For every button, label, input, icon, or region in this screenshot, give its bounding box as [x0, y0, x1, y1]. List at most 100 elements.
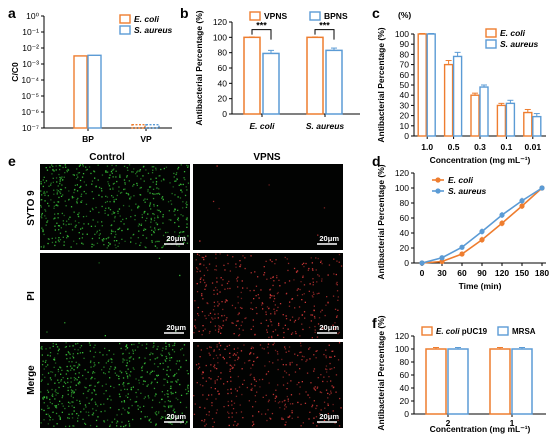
cell-dot [149, 186, 151, 188]
cell-dot [160, 180, 163, 182]
cell-dot [145, 347, 148, 349]
cell-dot [232, 424, 235, 426]
cell-dot [182, 207, 184, 209]
cell-dot [241, 321, 243, 323]
cell-dot [89, 344, 91, 346]
cell-dot [311, 295, 313, 297]
cell-dot [193, 332, 195, 334]
cell-dot [196, 271, 198, 273]
cell-dot [301, 359, 303, 361]
cell-dot [193, 413, 196, 415]
cell-dot [144, 396, 146, 398]
cell-dot [170, 385, 172, 387]
cell-dot [54, 390, 56, 392]
cell-dot [218, 342, 220, 344]
cell-dot [116, 420, 118, 422]
cell-dot [143, 180, 145, 182]
cell-dot [54, 229, 56, 231]
cell-dot [110, 232, 112, 235]
cell-dot [84, 423, 87, 425]
f-bar [425, 348, 447, 415]
cell-dot [135, 378, 137, 380]
cell-dot [170, 406, 172, 408]
cell-dot [174, 214, 176, 216]
cell-dot [213, 349, 215, 351]
cell-dot [106, 200, 108, 203]
cell-dot [284, 424, 287, 426]
cell-dot [40, 246, 42, 248]
cell-dot [145, 246, 147, 249]
cell-dot [275, 389, 277, 391]
cell-dot [43, 181, 46, 184]
cell-dot [160, 417, 162, 420]
cell-dot [71, 361, 73, 363]
cell-dot [130, 237, 132, 239]
cell-dot [218, 303, 220, 305]
micrograph-2-0 [40, 342, 190, 428]
a-ytick-label: 10⁻¹ [22, 27, 39, 37]
cell-dot [164, 401, 166, 403]
cell-dot [140, 418, 142, 420]
cell-dot [52, 345, 54, 347]
cell-dot [138, 356, 141, 359]
cell-dot [95, 419, 98, 422]
cell-dot [77, 417, 79, 419]
cell-dot [182, 215, 184, 217]
cell-dot [70, 206, 73, 208]
cell-dot [84, 386, 86, 388]
cell-dot [214, 367, 216, 369]
cell-dot [239, 260, 241, 262]
cell-dot [144, 246, 146, 248]
cell-dot [217, 390, 219, 392]
cell-dot [167, 390, 169, 392]
cell-dot [267, 352, 269, 354]
cell-dot [165, 342, 167, 344]
cell-dot [104, 335, 106, 337]
cell-dot [202, 298, 204, 300]
b-significance-bracket [251, 29, 272, 40]
cell-dot [170, 357, 173, 359]
cell-dot [183, 231, 185, 233]
cell-dot [218, 393, 220, 395]
cell-dot [211, 394, 213, 396]
cell-dot [80, 228, 82, 230]
cell-dot [79, 179, 82, 182]
cell-dot [73, 392, 75, 394]
cell-dot [71, 401, 73, 403]
cell-dot [170, 393, 173, 395]
cell-dot [277, 334, 279, 336]
cell-dot [95, 403, 97, 406]
cell-dot [325, 389, 328, 391]
cell-dot [73, 379, 76, 381]
cell-dot [226, 282, 229, 285]
cell-dot [322, 380, 324, 383]
cell-dot [98, 381, 100, 383]
c-bar [532, 115, 542, 137]
cell-dot [75, 178, 78, 180]
cell-dot [49, 347, 51, 349]
cell-dots [40, 164, 190, 249]
cell-dot [153, 193, 155, 195]
cell-dot [288, 374, 290, 376]
cell-dot [111, 164, 113, 167]
cell-dot [41, 212, 43, 215]
cell-dot [74, 184, 76, 186]
cell-dot [160, 168, 162, 171]
cell-dot [255, 380, 257, 382]
cell-dot [257, 276, 259, 278]
cell-dot [120, 220, 122, 223]
cell-dot [325, 357, 327, 359]
cell-dot [330, 392, 332, 394]
cell-dot [151, 241, 153, 243]
cell-dot [154, 241, 157, 243]
cell-dot [79, 402, 81, 405]
cell-dot [266, 306, 269, 308]
b-xtick-label: S. aureus [306, 121, 345, 131]
cell-dot [182, 183, 184, 186]
cell-dot [324, 314, 326, 317]
cell-dot [264, 365, 266, 367]
c-bar [496, 104, 507, 137]
cell-dot [81, 227, 84, 229]
cell-dot [166, 373, 168, 376]
cell-dot [195, 259, 197, 261]
